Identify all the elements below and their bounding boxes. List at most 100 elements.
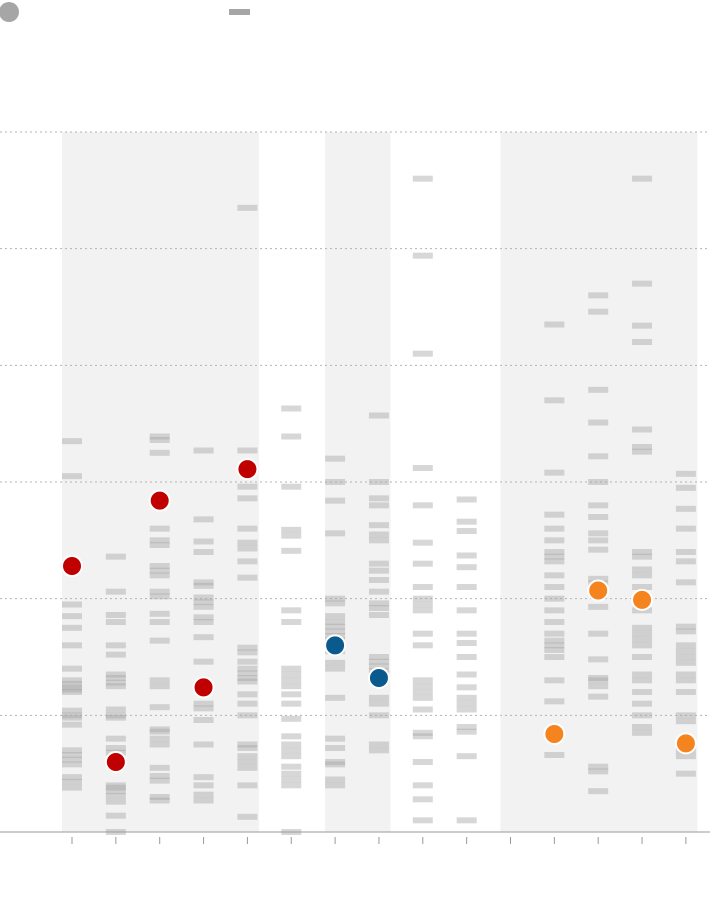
value-dash [193, 516, 214, 523]
value-dash [62, 684, 82, 691]
value-dash [368, 537, 389, 544]
value-dash [632, 448, 653, 455]
value-dash [544, 677, 565, 684]
value-dash [105, 588, 126, 595]
value-dash [62, 707, 82, 714]
value-dash [149, 572, 170, 579]
value-dash [281, 776, 302, 783]
value-dash [675, 718, 696, 725]
value-dash [588, 546, 609, 553]
value-dash [632, 280, 653, 287]
value-dash [237, 447, 258, 454]
highlight-point-red [192, 676, 215, 699]
value-dash [412, 782, 433, 789]
value-dash [237, 204, 258, 211]
highlight-point-orange [674, 732, 697, 755]
value-dash [675, 659, 696, 666]
value-dash [544, 321, 565, 328]
value-dash [62, 774, 82, 781]
x-axis [0, 831, 710, 844]
value-dash [544, 654, 565, 660]
value-dash [675, 677, 696, 684]
value-dash [281, 782, 302, 789]
value-dash [281, 483, 302, 490]
value-dash [237, 700, 258, 707]
value-dash [412, 595, 433, 602]
value-dash [105, 792, 126, 799]
value-dash [632, 712, 653, 719]
value-dash [325, 745, 346, 751]
value-dash [237, 483, 258, 490]
value-dash [456, 584, 477, 590]
value-dash [544, 469, 565, 476]
value-dash [588, 514, 609, 520]
value-dash [281, 770, 302, 777]
value-dash [412, 729, 433, 736]
value-dash [456, 728, 477, 735]
value-dash [281, 683, 302, 690]
value-dash [456, 694, 477, 701]
value-dash [149, 726, 170, 733]
value-dash [149, 563, 170, 569]
value-dash [632, 339, 653, 345]
value-dash [412, 817, 433, 824]
value-dash [193, 700, 214, 707]
value-dash [544, 642, 565, 649]
value-dash [281, 665, 302, 672]
value-dash [544, 572, 565, 579]
value-dash [632, 444, 653, 450]
value-dash [193, 447, 214, 454]
highlight-point-red [61, 555, 83, 577]
value-dash [544, 752, 565, 758]
value-dash [368, 605, 389, 611]
value-dash [675, 648, 696, 655]
value-dash [456, 607, 477, 614]
highlight-point-orange [631, 588, 654, 611]
value-dash [105, 675, 126, 681]
value-dash [412, 706, 433, 713]
value-dash [105, 706, 126, 713]
value-dash [588, 419, 609, 426]
value-dash [368, 567, 389, 574]
value-dash [149, 764, 170, 771]
value-dash [105, 671, 126, 678]
value-dash [588, 677, 609, 684]
value-dash [281, 433, 302, 440]
value-dash [632, 624, 653, 631]
value-dash [632, 175, 653, 182]
value-dash [368, 658, 389, 665]
value-dash [193, 705, 214, 712]
value-dash [149, 704, 170, 711]
value-dash [412, 683, 433, 690]
value-dash [675, 753, 696, 760]
value-dash [237, 644, 258, 651]
value-dash [456, 496, 477, 503]
highlight-point-blue [324, 634, 347, 657]
value-dash [149, 449, 170, 456]
value-dash [193, 594, 214, 601]
value-dash [237, 658, 258, 665]
value-dash [62, 624, 82, 631]
value-dash [62, 689, 82, 695]
legend-circle-marker [0, 2, 19, 22]
value-dash [149, 542, 170, 548]
value-dash [544, 607, 565, 614]
value-dash [237, 764, 258, 771]
value-dash [544, 595, 565, 602]
value-dash [675, 484, 696, 491]
value-dash [105, 712, 126, 719]
value-dash [281, 547, 302, 554]
value-dash [193, 614, 214, 621]
value-dash [632, 671, 653, 678]
value-dash [456, 552, 477, 559]
value-dash [632, 677, 653, 684]
value-dash [544, 647, 565, 653]
value-dash [193, 538, 214, 545]
value-dash [325, 600, 346, 607]
value-dash [632, 729, 653, 736]
value-dash [544, 619, 565, 625]
value-dash [588, 530, 609, 537]
value-dash [237, 495, 258, 502]
value-dash [237, 691, 258, 698]
value-dash [675, 642, 696, 649]
